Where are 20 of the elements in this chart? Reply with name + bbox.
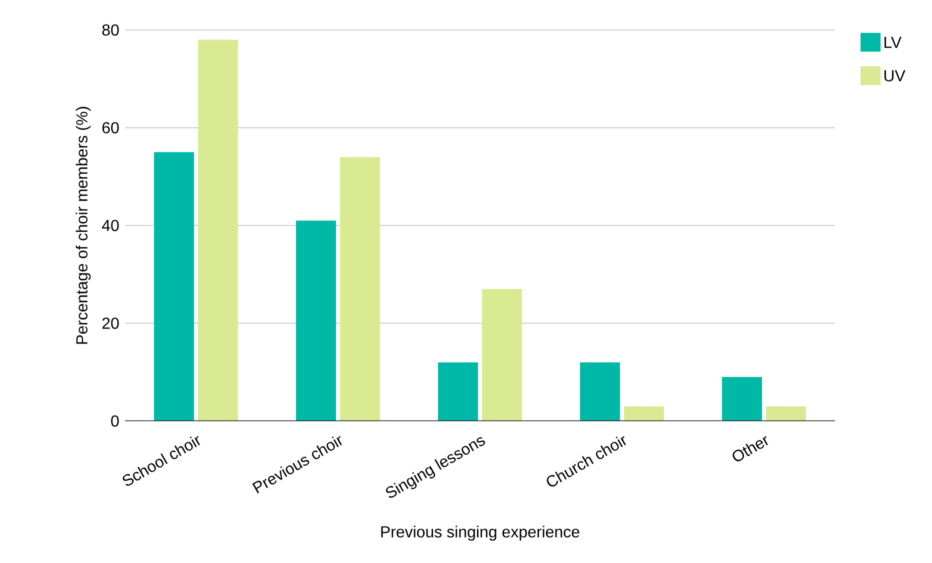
bar	[438, 362, 478, 421]
legend-label: UV	[884, 70, 906, 82]
bar	[340, 157, 380, 421]
bar	[766, 406, 806, 421]
bar	[482, 289, 522, 421]
bar	[580, 362, 620, 421]
bar	[154, 152, 194, 421]
bar	[624, 406, 664, 421]
bar	[296, 220, 336, 421]
bar	[198, 40, 238, 421]
y-axis-title: Percentage of choir members (%)	[76, 106, 91, 344]
y-tick-label: 80	[102, 24, 119, 36]
x-axis-title: Previous singing experience	[381, 526, 580, 541]
y-tick-label: 0	[111, 415, 119, 427]
x-tick-label: Other	[732, 436, 768, 462]
y-tick-label: 20	[102, 318, 119, 329]
legend-label: LV	[884, 36, 902, 48]
y-tick-label: 60	[102, 122, 119, 134]
bar	[722, 377, 762, 421]
y-tick-label: 40	[102, 220, 119, 232]
